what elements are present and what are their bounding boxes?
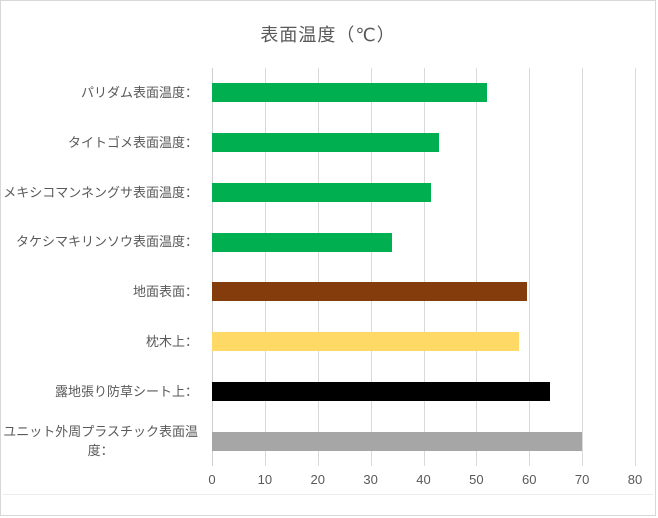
bar-row [212,68,635,118]
temperature-bar [212,133,440,153]
bar-row [212,267,635,317]
category-label-row: パリダム表面温度： [3,68,205,118]
temperature-bar [212,232,392,252]
x-tick-label: 70 [574,472,590,487]
bar-row [212,118,635,168]
category-label: 枕木上： [145,333,198,349]
temperature-bar [212,83,487,103]
category-label: 露地張り防草シート上： [54,383,198,399]
x-tick-label: 80 [627,472,643,487]
category-label-row: 枕木上： [3,317,205,367]
x-tick-label: 10 [257,472,273,487]
gridline [635,68,636,466]
bar-row [212,416,635,466]
gridline [582,68,584,466]
category-label: 地面表面： [132,284,198,300]
category-label: タイトゴメ表面温度： [67,134,198,150]
gridline [529,68,531,466]
chart-title: 表面温度（℃） [260,25,396,45]
plot-area [212,68,636,466]
gridline [370,68,372,466]
gridline [264,68,266,466]
x-tick-label: 40 [416,472,431,487]
category-label-row: ユニット外周プラスチック表面温 度： [3,416,205,466]
category-label-row: 地面表面： [3,267,205,317]
bar-row [212,317,635,367]
x-tick-label: 50 [469,472,484,487]
category-label-row: 露地張り防草シート上： [3,367,205,417]
x-tick-label: 0 [208,472,216,487]
value-axis-ticks: 0 10 20 30 40 50 60 70 80 [208,472,642,488]
bottom-rule [3,494,653,495]
x-tick-label: 30 [363,472,378,487]
gridline [317,68,319,466]
category-label: メキシコマンネングサ表面温度： [3,184,198,200]
temperature-bar [212,182,432,202]
x-tick-label: 20 [310,472,325,487]
category-axis-labels: パリダム表面温度： タイトゴメ表面温度： メキシコマンネングサ表面温度： タケシマキリ… [3,68,205,466]
category-label: パリダム表面温度： [80,85,198,101]
category-label-row: タイトゴメ表面温度： [3,118,205,168]
temperature-bar [212,332,519,352]
bar-row [212,168,635,218]
gridline [423,68,425,466]
category-label-row: タケシマキリンソウ表面温度： [3,217,205,267]
category-axis-line [212,68,213,466]
bar-row [212,367,635,417]
bar-row [212,217,635,267]
category-label: ユニット外周プラスチック表面温 度： [3,423,198,459]
x-tick-label: 60 [522,472,537,487]
temperature-bar [212,282,527,302]
temperature-bar [212,381,551,401]
gridline [476,68,478,466]
category-label: タケシマキリンソウ表面温度： [15,234,198,250]
temperature-bar [212,431,583,451]
category-label-row: メキシコマンネングサ表面温度： [3,168,205,218]
